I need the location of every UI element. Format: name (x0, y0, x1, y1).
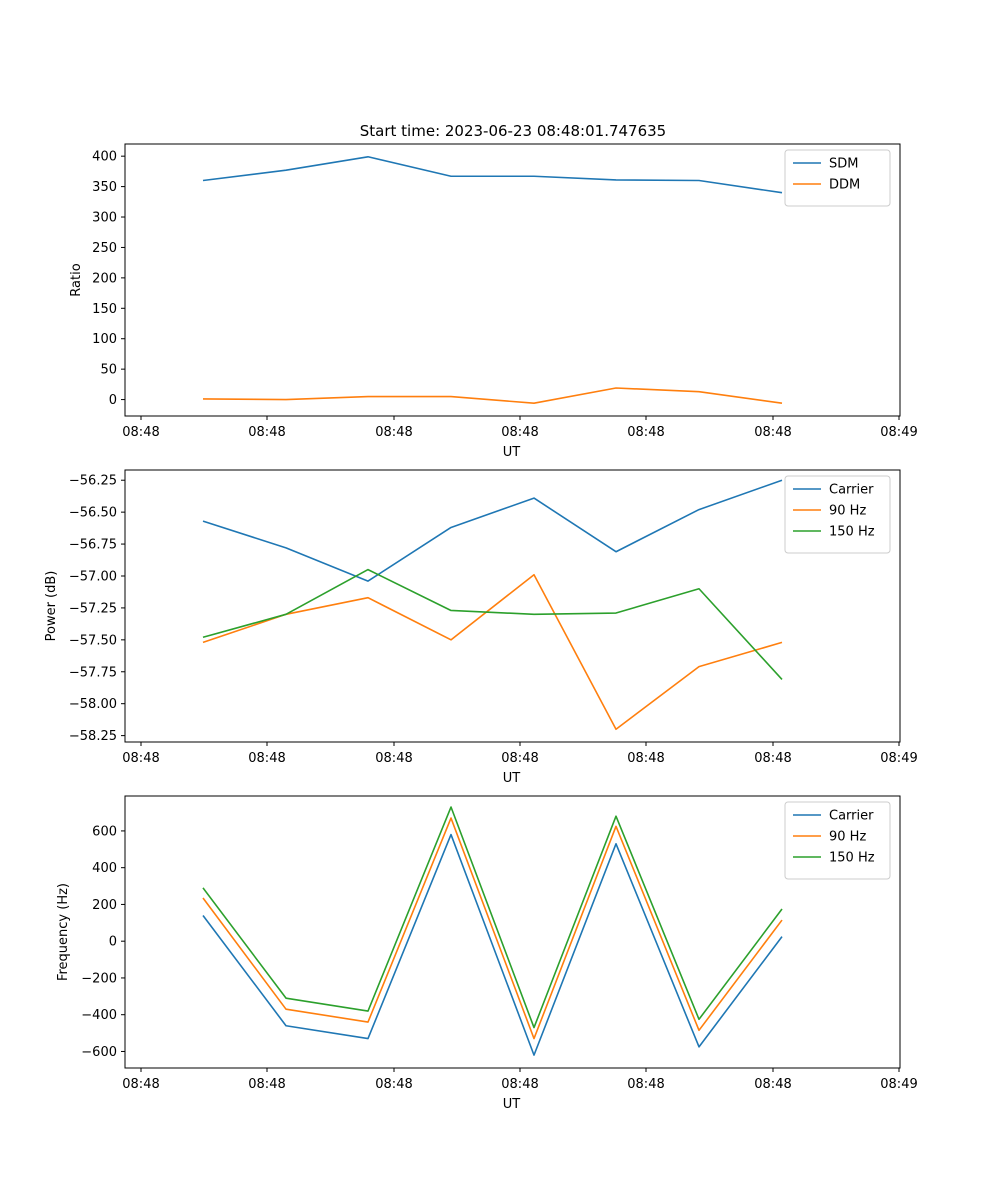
x-tick-label: 08:48 (122, 1077, 159, 1092)
legend-box (784, 801, 891, 880)
y-tick-label: −56.75 (69, 538, 117, 553)
x-tick-label: 08:48 (754, 425, 791, 440)
y-tick-label: 50 (100, 363, 117, 378)
y-tick-label: 400 (92, 150, 117, 165)
y-tick-label: 300 (92, 211, 117, 226)
series-line-carrier (202, 479, 783, 582)
y-tick-label: 200 (92, 898, 117, 913)
x-tick-label: 08:48 (627, 425, 664, 440)
y-axis-label: Frequency (Hz) (56, 883, 71, 981)
series-line-carrier (202, 833, 783, 1056)
legend: Carrier 90 Hz 150 Hz (784, 801, 891, 880)
legend-entry: SDM (829, 157, 858, 172)
legend: Carrier 90 Hz 150 Hz (784, 475, 891, 554)
legend-entry: 150 Hz (829, 851, 875, 866)
y-tick-label: −58.00 (69, 697, 117, 712)
x-tick-label: 08:48 (627, 751, 664, 766)
legend-entry: Carrier (829, 809, 874, 824)
y-tick-label: 100 (92, 332, 117, 347)
y-tick-label: −57.75 (69, 665, 117, 680)
legend-box (784, 149, 891, 207)
legend-entry: DDM (829, 178, 860, 193)
series-line-sdm (202, 155, 783, 194)
y-tick-label: −57.50 (69, 633, 117, 648)
x-axis-label: UT (503, 1097, 521, 1112)
x-tick-label: 08:48 (501, 1077, 538, 1092)
axes-frame (124, 795, 901, 1069)
y-tick-label: 0 (109, 935, 117, 950)
x-tick-label: 08:48 (501, 425, 538, 440)
axes-frame (124, 469, 901, 743)
series-line-ddm (202, 387, 783, 405)
x-tick-label: 08:48 (501, 751, 538, 766)
series-line-90-hz (202, 573, 783, 731)
x-tick-label: 08:48 (248, 1077, 285, 1092)
y-tick-label: 150 (92, 302, 117, 317)
x-axis-label: UT (503, 445, 521, 460)
series-line-90-hz (202, 817, 783, 1040)
x-tick-label: 08:49 (880, 751, 917, 766)
x-tick-label: 08:48 (754, 1077, 791, 1092)
x-tick-label: 08:48 (754, 751, 791, 766)
chart-panel-2: 08:48 08:48 08:48 08:48 08:48 08:48 08:49 −58.2… (44, 469, 918, 786)
y-tick-label: −57.25 (69, 601, 117, 616)
axes-frame (124, 143, 901, 417)
x-tick-label: 08:49 (880, 425, 917, 440)
legend-box (784, 475, 891, 554)
y-tick-label: 200 (92, 271, 117, 286)
x-tick-label: 08:48 (375, 425, 412, 440)
legend-entry: 90 Hz (829, 504, 866, 519)
y-tick-label: 350 (92, 180, 117, 195)
x-tick-label: 08:48 (375, 1077, 412, 1092)
y-tick-label: −600 (81, 1045, 117, 1060)
y-tick-label: 250 (92, 241, 117, 256)
x-tick-label: 08:48 (627, 1077, 664, 1092)
y-tick-label: −58.25 (69, 729, 117, 744)
x-axis-label: UT (503, 771, 521, 786)
y-tick-label: −56.50 (69, 506, 117, 521)
y-tick-label: −200 (81, 971, 117, 986)
x-tick-label: 08:48 (375, 751, 412, 766)
y-axis-label: Power (dB) (44, 571, 59, 642)
series-line-150-hz (202, 806, 783, 1029)
y-tick-label: −57.00 (69, 569, 117, 584)
y-tick-label: 0 (109, 393, 117, 408)
legend-entry: 150 Hz (829, 525, 875, 540)
chart-panels: 08:48 08:48 08:48 08:48 08:48 08:48 08:49 0 50 10… (44, 143, 918, 1112)
figure-title: Start time: 2023-06-23 08:48:01.747635 (360, 122, 666, 140)
legend-entry: 90 Hz (829, 830, 866, 845)
series-line-150-hz (202, 568, 783, 680)
x-tick-label: 08:48 (122, 751, 159, 766)
legend: SDM DDM (784, 149, 891, 207)
legend-entry: Carrier (829, 483, 874, 498)
chart-panel-1: 08:48 08:48 08:48 08:48 08:48 08:48 08:49 0 50 10… (69, 143, 918, 460)
x-tick-label: 08:48 (122, 425, 159, 440)
y-tick-label: 600 (92, 824, 117, 839)
x-tick-label: 08:48 (248, 425, 285, 440)
chart-panel-3: 08:48 08:48 08:48 08:48 08:48 08:48 08:49 −600 −… (56, 795, 918, 1112)
x-tick-label: 08:48 (248, 751, 285, 766)
y-axis-label: Ratio (69, 263, 84, 296)
y-tick-label: 400 (92, 861, 117, 876)
x-tick-label: 08:49 (880, 1077, 917, 1092)
y-tick-label: −56.25 (69, 474, 117, 489)
y-tick-label: −400 (81, 1008, 117, 1023)
